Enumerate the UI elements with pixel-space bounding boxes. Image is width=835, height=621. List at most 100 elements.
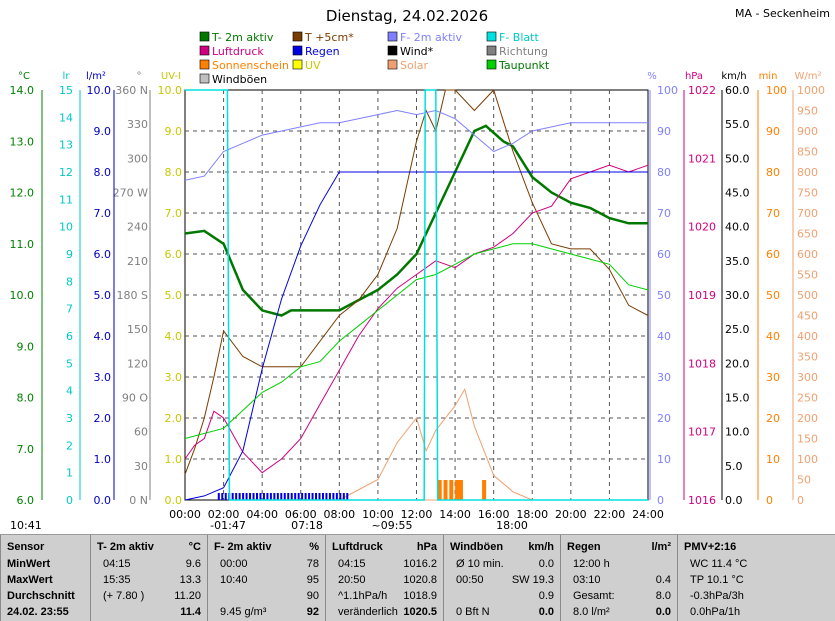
bar-layer [217, 388, 533, 501]
axis-unit: min [759, 71, 778, 82]
axis-tick-label: 5.0 [165, 289, 183, 302]
series-layer [184, 89, 649, 501]
axis-tick-label: 50 [766, 289, 780, 302]
axis-tick-label: 850 [797, 146, 818, 159]
rain-bar [304, 493, 307, 500]
axis-tick-label: 70 [766, 207, 780, 220]
stat-cell-value: 95 [306, 574, 319, 586]
legend-swatch [292, 59, 303, 70]
stat-cell-label: 8.0 l/m² [573, 606, 610, 618]
axis-tick-label: 6.0 [17, 494, 35, 507]
stat-cell-value: 1018.9 [403, 590, 437, 602]
axis-unit: °C [18, 71, 30, 82]
stat-cell-label: 03:10 [573, 574, 601, 586]
axis-tick-label: 0 N [129, 494, 148, 507]
axis-tick-label: 60 [766, 248, 780, 261]
rain-bar [276, 493, 279, 500]
time-tick-label: 08:00 [323, 508, 355, 521]
axis-tick-label: 80 [766, 166, 780, 179]
time-marker: 18:00 [496, 519, 528, 532]
axis-tick-label: 12 [59, 166, 73, 179]
rain-bar [311, 493, 314, 500]
legend-swatch [199, 31, 210, 42]
axis-tick-label: 2.0 [94, 412, 112, 425]
rain-bar [321, 493, 324, 500]
rain-bar [255, 493, 258, 500]
axis-tick-label: 20 [766, 412, 780, 425]
stat-column-unit: % [309, 541, 319, 553]
stat-cell-value: 0.4 [655, 574, 671, 586]
legend-swatch [199, 45, 210, 56]
axis-tick-label: 0.0 [94, 494, 112, 507]
stat-column: Regen l/m² 12:00 h 03:10 0.4 Gesamt: 8.0 8.0 l/… [560, 535, 677, 621]
sunshine-bar [455, 480, 460, 500]
axis-tick-label: 300 [797, 371, 818, 384]
stat-cell-value: 0.0 [655, 606, 671, 618]
rain-bar [290, 493, 293, 500]
stat-column: Sensor MinWert MaxWert Durchschnitt 24.02. 2… [0, 535, 90, 621]
axis-tick-label: 5 [66, 357, 73, 370]
axis-tick-label: 8.0 [165, 166, 183, 179]
axis-tick-label: 90 [657, 125, 671, 138]
axis-tick-label: 7 [66, 303, 73, 316]
axis-tick-label: 9.0 [94, 125, 112, 138]
axis-tick-label: 5.0 [725, 460, 743, 473]
axis-tick-label: 1018 [688, 357, 716, 370]
time-tick-label: 18:00 [516, 508, 548, 521]
stat-cell-label: 0 Bft N [456, 606, 490, 618]
axis-tick-label: 0.0 [165, 494, 183, 507]
axis-tick-label: 0 [766, 494, 773, 507]
legend-label: Solar [400, 59, 429, 72]
rain-bar [235, 493, 238, 500]
axis-tick-label: 120 [127, 357, 148, 370]
time-tick-label: 02:00 [208, 508, 240, 521]
stat-cell-label: 12:00 h [573, 558, 610, 570]
stat-column-title: Regen [567, 541, 601, 553]
legend-label: T- 2m aktiv [211, 31, 274, 44]
axis-tick-label: 10.0 [10, 289, 35, 302]
axis-tick-label: 14.0 [10, 84, 35, 97]
axis-tick-label: 1021 [688, 152, 716, 165]
axis-tick-label: 15 [59, 84, 73, 97]
axis-tick-label: 40.0 [725, 221, 750, 234]
legend-label: Taupunkt [498, 59, 550, 72]
stat-cell-value: 0.0 [538, 606, 554, 618]
axis-tick-label: 0 [66, 494, 73, 507]
axis-tick-label: 10.0 [725, 426, 750, 439]
stat-column: T- 2m aktiv °C 04:15 9.6 15:35 13.3 (+ 7.80 ) 1… [90, 535, 207, 621]
time-tick-label: 16:00 [478, 508, 510, 521]
axis-tick-label: 1016 [688, 494, 716, 507]
axis-tick-label: 400 [797, 330, 818, 343]
legend-label: Richtung [499, 45, 548, 58]
axis-tick-label: 9.0 [17, 340, 35, 353]
axis-tick-label: 11.0 [10, 238, 35, 251]
axis-tick-label: 55.0 [725, 118, 750, 131]
axis-tick-label: 650 [797, 228, 818, 241]
axis-tick-label: 1000 [797, 84, 825, 97]
rain-bar [252, 493, 255, 500]
rain-bar [346, 493, 349, 500]
stat-cell-value: SW 19.3 [511, 574, 554, 586]
sunshine-bar [458, 480, 463, 500]
axis-tick-label: 10 [766, 453, 780, 466]
stat-cell-value: 1020.5 [403, 606, 437, 618]
axis-unit: lr [63, 71, 71, 82]
series-line [184, 124, 648, 317]
time-marker: -01:47 [210, 519, 246, 532]
rain-bar [262, 493, 265, 500]
stat-cell-value: 13.3 [179, 574, 201, 586]
legend-swatch [199, 59, 210, 70]
stat-cell-label: 0.0hPa/1h [690, 606, 741, 618]
rain-bar [328, 493, 331, 500]
rain-bar [266, 493, 269, 500]
stat-cell-label: Ø 10 min. [456, 558, 504, 570]
stat-column-title: T- 2m aktiv [97, 541, 154, 553]
axis-tick-label: 35.0 [725, 255, 750, 268]
sunshine-bar [443, 480, 448, 500]
stat-cell-value: 78 [306, 558, 319, 570]
rain-bar [273, 493, 276, 500]
axis-tick-label: 100 [657, 84, 678, 97]
axis-tick-label: 90 [766, 125, 780, 138]
time-tick-label: 14:00 [439, 508, 471, 521]
axis-tick-label: 8 [66, 275, 73, 288]
